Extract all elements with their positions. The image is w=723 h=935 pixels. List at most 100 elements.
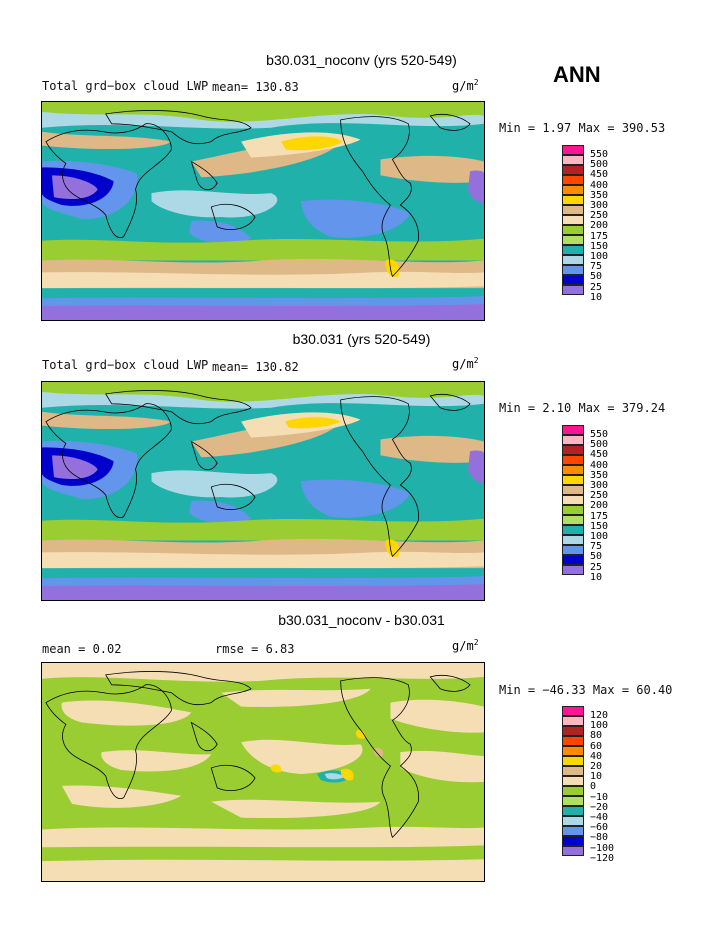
colorbar-swatch [562,505,584,515]
colorbar-tick-label: 500 [590,439,609,451]
colorbar-swatch [562,145,584,155]
colorbar-tick-label: 300 [590,480,609,492]
colorbar-swatch [562,726,584,736]
colorbar-tick-label: 550 [590,149,609,160]
colorbar-swatch [562,786,584,796]
colorbar-tick-label: −20 [590,801,609,813]
colorbar-swatch [562,475,584,485]
panel-1-minmax: Min = 1.97 Max = 390.53 [499,121,666,135]
colorbar-tick-label: 100 [590,531,609,543]
colorbar-tick-label: 350 [590,469,609,481]
panel-1-units: g/m2 [452,78,479,93]
panel-1-variable-label: Total grd−box cloud LWP [42,79,209,93]
colorbar-tick-label: 450 [590,169,609,181]
panel-2-variable-label: Total grd−box cloud LWP [42,358,209,372]
colorbar-tick-label: 75 [590,261,603,273]
panel-2-units: g/m2 [452,356,479,371]
colorbar-tick-label: 175 [590,510,609,522]
colorbar-swatch [562,495,584,505]
colorbar-swatch [562,515,584,525]
colorbar-tick-label: −100 [590,842,615,854]
colorbar-tick-label: 250 [590,490,609,502]
colorbar-swatch [562,275,584,285]
colorbar-tick-label: 150 [590,520,609,532]
colorbar-swatch [562,555,584,565]
panel-1-contour-field [42,102,484,320]
colorbar-swatch [562,465,584,475]
panel-2-colorbar-labels: 550 500 450 400 350 300 250 200 175 150 100 75 50 25 1… [590,429,609,583]
colorbar-tick-label: 500 [590,159,609,171]
panel-2-contour-field [42,382,484,600]
colorbar-tick-label: −40 [590,812,609,824]
colorbar-swatch [562,195,584,205]
colorbar-tick-label: 80 [590,730,603,742]
colorbar-tick-label: −80 [590,832,609,844]
panel-3-units: g/m2 [452,638,479,653]
colorbar-swatch [562,846,584,856]
colorbar-tick-label: 50 [590,271,603,283]
colorbar-swatch [562,716,584,726]
colorbar-tick-label: 100 [590,720,609,732]
season-label: ANN [553,62,601,87]
panel-2-title: b30.031 (yrs 520-549) [292,331,431,347]
colorbar-tick-label: 350 [590,189,609,201]
panel-3-mean: mean = 0.02 [42,642,122,656]
colorbar-swatch [562,225,584,235]
panel-3-map [41,662,485,882]
colorbar-swatch [562,776,584,786]
colorbar-swatch [562,175,584,185]
colorbar-tick-label: 10 [590,571,603,583]
colorbar-swatch [562,766,584,776]
colorbar-tick-label: 175 [590,230,609,242]
panel-3-title: b30.031_noconv - b30.031 [278,612,445,628]
panel-2-mean: mean= 130.82 [212,360,299,374]
panel-3-minmax: Min = −46.33 Max = 60.40 [499,683,673,697]
panel-3-rmse: rmse = 6.83 [215,642,295,656]
colorbar-swatch [562,746,584,756]
colorbar-swatch [562,816,584,826]
colorbar-swatch [562,425,584,435]
colorbar-swatch [562,455,584,465]
colorbar-tick-label: 200 [590,500,609,512]
panel-3-colorbar-labels: 120 100 80 60 40 20 10 0 −10 −20 −40 −60 −80 −100 −120 [590,710,615,864]
colorbar-tick-label: 75 [590,541,603,553]
colorbar-tick-label: 50 [590,551,603,563]
colorbar-tick-label: 550 [590,429,609,440]
colorbar-swatch [562,485,584,495]
panel-1-mean: mean= 130.83 [212,80,299,94]
colorbar-swatch [562,525,584,535]
panel-2-colorbar [562,425,584,575]
colorbar-swatch [562,706,584,716]
colorbar-swatch [562,215,584,225]
colorbar-tick-label: 100 [590,251,609,263]
colorbar-swatch [562,185,584,195]
colorbar-swatch [562,155,584,165]
colorbar-tick-label: 400 [590,179,609,191]
panel-3-colorbar [562,706,584,856]
colorbar-swatch [562,756,584,766]
colorbar-tick-label: 25 [590,561,603,573]
colorbar-tick-label: 40 [590,750,603,762]
colorbar-tick-label: 10 [590,771,603,783]
colorbar-swatch [562,565,584,575]
colorbar-tick-label: 250 [590,210,609,222]
colorbar-tick-label: 60 [590,740,603,752]
panel-1-colorbar [562,145,584,295]
colorbar-tick-label: 120 [590,710,609,721]
panel-3-contour-field [42,663,484,881]
colorbar-tick-label: −60 [590,822,609,834]
colorbar-tick-label: 400 [590,459,609,471]
colorbar-tick-label: 150 [590,240,609,252]
colorbar-tick-label: 300 [590,200,609,212]
colorbar-tick-label: 25 [590,281,603,293]
panel-1-map [41,101,485,321]
colorbar-swatch [562,445,584,455]
colorbar-tick-label: 200 [590,220,609,232]
panel-1-colorbar-labels: 550 500 450 400 350 300 250 200 175 150 100 75 50 25 1… [590,149,609,303]
colorbar-tick-label: 20 [590,761,603,773]
colorbar-swatch [562,205,584,215]
colorbar-swatch [562,165,584,175]
colorbar-swatch [562,285,584,295]
panel-2-minmax: Min = 2.10 Max = 379.24 [499,401,666,415]
colorbar-swatch [562,796,584,806]
